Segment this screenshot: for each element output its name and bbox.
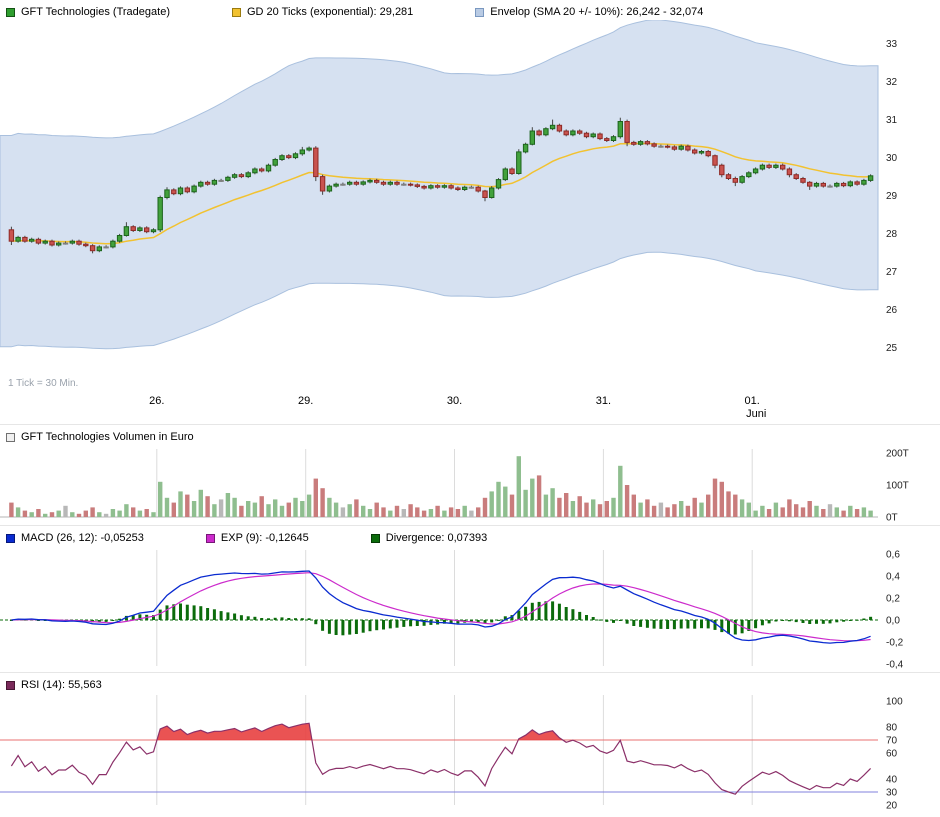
svg-text:20: 20 bbox=[886, 801, 898, 812]
svg-text:30: 30 bbox=[886, 153, 898, 164]
svg-text:29: 29 bbox=[886, 191, 898, 202]
legend-item-envelope: Envelop (SMA 20 +/- 10%): 26,242 - 32,07… bbox=[475, 6, 703, 18]
svg-text:26: 26 bbox=[886, 305, 898, 316]
gft-series-label: GFT Technologies (Tradegate) bbox=[21, 6, 170, 18]
candles-group bbox=[8, 117, 874, 254]
exp-label: EXP (9): -0,12645 bbox=[220, 532, 309, 544]
legend-item-gft-series: GFT Technologies (Tradegate) bbox=[6, 6, 170, 18]
legend-item-macd: MACD (26, 12): -0,05253 bbox=[6, 532, 144, 544]
legend-item-rsi: RSI (14): 55,563 bbox=[6, 679, 102, 691]
price-chart-legend: GFT Technologies (Tradegate) GD 20 Ticks… bbox=[0, 0, 940, 20]
envelope-label: Envelop (SMA 20 +/- 10%): 26,242 - 32,07… bbox=[490, 6, 704, 18]
svg-text:31: 31 bbox=[886, 115, 898, 126]
svg-text:25: 25 bbox=[886, 343, 898, 354]
svg-text:0T: 0T bbox=[886, 513, 898, 524]
envelope-band bbox=[0, 20, 879, 350]
gd20-swatch-icon bbox=[231, 7, 241, 17]
svg-text:80: 80 bbox=[886, 723, 898, 734]
macd-chart-svg: 0,6 0,4 0,2 0,0 -0,2 -0,4 bbox=[0, 550, 904, 671]
svg-text:Juni: Juni bbox=[746, 408, 766, 420]
svg-text:100: 100 bbox=[886, 697, 903, 708]
svg-text:28: 28 bbox=[886, 229, 898, 240]
divergence-swatch-icon bbox=[370, 533, 380, 543]
macd-legend: MACD (26, 12): -0,05253 EXP (9): -0,1264… bbox=[0, 526, 940, 546]
rsi-legend: RSI (14): 55,563 bbox=[0, 673, 940, 693]
svg-text:29.: 29. bbox=[298, 395, 313, 407]
rsi-line bbox=[10, 722, 872, 795]
svg-text:60: 60 bbox=[886, 749, 898, 760]
volume-chart-svg: 200T 100T 0T bbox=[0, 449, 909, 524]
rsi-swatch-icon bbox=[6, 680, 15, 690]
svg-text:0,6: 0,6 bbox=[886, 550, 900, 561]
svg-text:70: 70 bbox=[886, 736, 898, 747]
svg-text:33: 33 bbox=[886, 39, 898, 50]
svg-text:-0,2: -0,2 bbox=[886, 638, 904, 649]
macd-signal-line bbox=[11, 572, 871, 642]
macd-label: MACD (26, 12): -0,05253 bbox=[21, 532, 144, 544]
volume-swatch-icon bbox=[6, 432, 15, 442]
svg-text:32: 32 bbox=[886, 77, 898, 88]
price-chart-panel: GFT Technologies (Tradegate) GD 20 Ticks… bbox=[0, 0, 940, 420]
gd20-label: GD 20 Ticks (exponential): 29,281 bbox=[246, 6, 414, 18]
rsi-chart-svg: 100 80 70 60 40 30 20 bbox=[0, 695, 903, 812]
rsi-overbought-fill bbox=[11, 723, 871, 740]
svg-text:27: 27 bbox=[886, 267, 898, 278]
macd-swatch-icon bbox=[6, 533, 15, 543]
svg-text:0,4: 0,4 bbox=[886, 572, 900, 583]
macd-line bbox=[11, 570, 871, 644]
volume-label: GFT Technologies Volumen in Euro bbox=[21, 431, 194, 443]
legend-item-exp: EXP (9): -0,12645 bbox=[205, 532, 309, 544]
svg-text:26.: 26. bbox=[149, 395, 164, 407]
gd20-line bbox=[11, 142, 871, 245]
svg-text:1 Tick = 30 Min.: 1 Tick = 30 Min. bbox=[8, 378, 78, 389]
svg-text:30.: 30. bbox=[447, 395, 462, 407]
svg-text:0,2: 0,2 bbox=[886, 594, 900, 605]
svg-text:01.: 01. bbox=[745, 395, 760, 407]
price-chart-svg: 33 32 31 30 29 28 27 26 25 26. 29. 30. 31. 01.Juni 1 T… bbox=[0, 20, 898, 420]
svg-text:-0,4: -0,4 bbox=[886, 660, 904, 671]
volume-panel: GFT Technologies Volumen in Euro 200T 100… bbox=[0, 424, 940, 525]
rsi-panel: RSI (14): 55,563 100 80 70 60 40 30 20 bbox=[0, 672, 940, 817]
svg-text:200T: 200T bbox=[886, 449, 909, 460]
svg-text:40: 40 bbox=[886, 775, 898, 786]
svg-text:100T: 100T bbox=[886, 481, 909, 492]
legend-item-volume: GFT Technologies Volumen in Euro bbox=[6, 431, 194, 443]
macd-histogram-group bbox=[9, 601, 873, 636]
gft-series-swatch-icon bbox=[6, 7, 15, 17]
legend-item-divergence: Divergence: 0,07393 bbox=[370, 532, 488, 544]
volume-legend: GFT Technologies Volumen in Euro bbox=[0, 425, 940, 445]
envelope-swatch-icon bbox=[475, 7, 485, 17]
rsi-label: RSI (14): 55,563 bbox=[21, 679, 102, 691]
volume-bars-group bbox=[9, 456, 873, 517]
svg-text:30: 30 bbox=[886, 788, 898, 799]
divergence-label: Divergence: 0,07393 bbox=[385, 532, 488, 544]
svg-text:31.: 31. bbox=[596, 395, 611, 407]
legend-item-gd20: GD 20 Ticks (exponential): 29,281 bbox=[231, 6, 414, 18]
exp-swatch-icon bbox=[205, 533, 215, 543]
macd-panel: MACD (26, 12): -0,05253 EXP (9): -0,1264… bbox=[0, 525, 940, 672]
svg-text:0,0: 0,0 bbox=[886, 616, 900, 627]
